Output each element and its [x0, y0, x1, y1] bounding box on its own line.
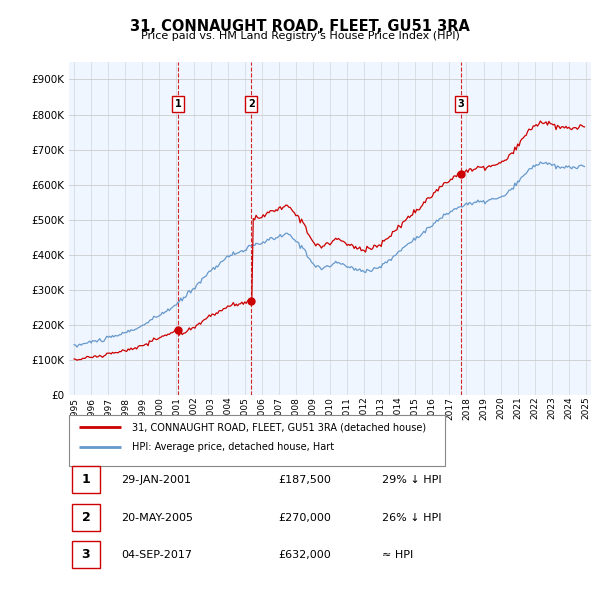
- Text: 04-SEP-2017: 04-SEP-2017: [121, 549, 192, 559]
- Text: £270,000: £270,000: [278, 513, 331, 523]
- Text: 29% ↓ HPI: 29% ↓ HPI: [382, 475, 442, 484]
- FancyBboxPatch shape: [71, 504, 100, 532]
- Text: 26% ↓ HPI: 26% ↓ HPI: [382, 513, 442, 523]
- FancyBboxPatch shape: [71, 541, 100, 568]
- Text: £632,000: £632,000: [278, 549, 331, 559]
- Text: 1: 1: [82, 473, 91, 486]
- Text: 2: 2: [82, 512, 91, 525]
- Text: 29-JAN-2001: 29-JAN-2001: [121, 475, 191, 484]
- Text: 2: 2: [248, 99, 254, 109]
- Text: 31, CONNAUGHT ROAD, FLEET, GU51 3RA (detached house): 31, CONNAUGHT ROAD, FLEET, GU51 3RA (det…: [131, 422, 426, 432]
- Text: ≈ HPI: ≈ HPI: [382, 549, 413, 559]
- Text: 3: 3: [457, 99, 464, 109]
- Text: Price paid vs. HM Land Registry's House Price Index (HPI): Price paid vs. HM Land Registry's House …: [140, 31, 460, 41]
- Text: 31, CONNAUGHT ROAD, FLEET, GU51 3RA: 31, CONNAUGHT ROAD, FLEET, GU51 3RA: [130, 19, 470, 34]
- Text: 3: 3: [82, 548, 90, 561]
- Text: 20-MAY-2005: 20-MAY-2005: [121, 513, 193, 523]
- Text: £187,500: £187,500: [278, 475, 331, 484]
- Text: HPI: Average price, detached house, Hart: HPI: Average price, detached house, Hart: [131, 442, 334, 453]
- FancyBboxPatch shape: [69, 415, 445, 466]
- FancyBboxPatch shape: [71, 466, 100, 493]
- Text: 1: 1: [175, 99, 181, 109]
